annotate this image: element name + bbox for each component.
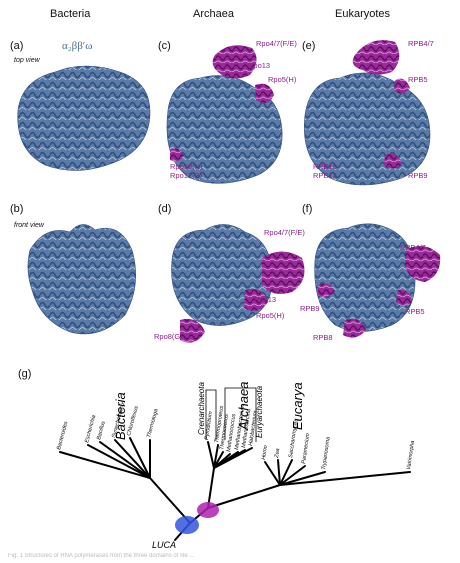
subunit-rpb8-f [343,318,366,338]
panel-label-c: (c) [158,40,171,52]
label-rpb5-top: RPB5 [408,75,428,84]
structure-a [17,65,151,171]
tree-eucarya-trunk [207,484,281,509]
label-rpb9-front: RPB9 [300,304,320,313]
subunit-rpb9-f [318,283,335,297]
phylum-euryarchaeota: Euryarchaeota [255,385,264,438]
structure-e [304,72,431,186]
label-rpo4-7-top: Rpo4/7(F/E) [256,39,297,48]
figure-caption: Fig. 1 Structures of RNA polymerases fro… [8,553,195,559]
panel-label-f: (f) [302,203,313,215]
taxon-zea: Zea [274,448,281,459]
label-rpo12-top: Rpo12(P) [170,171,203,180]
subunit-rpb4-7-e [352,40,400,75]
panel-label-a: (a) [10,40,24,52]
bacteria-subunit-label: α₂ββ′ω [62,40,93,52]
front-view-label: front view [14,222,44,229]
subunit-rpo4-7-c [212,45,257,79]
panel-label-d: (d) [158,203,172,215]
rna-polymerase-structures [17,40,441,343]
domain-eucarya: Eucarya [290,382,305,430]
column-title-archaea: Archaea [193,8,234,20]
luca-ellipse-purple [197,502,219,518]
label-rpb12-top: RPB12 [313,171,337,180]
taxon-thermotoga: Thermotoga [146,408,159,438]
label-rpo13-front: Rpo13 [254,295,277,304]
column-title-eukaryotes: Eukaryotes [335,8,391,20]
panel-label-g: (g) [18,368,32,380]
taxon-bacteroides: Bacteroides [56,421,69,451]
taxon-trypanosoma: Trypanosoma [321,437,332,471]
domain-bacteria: Bacteria [113,392,128,440]
structure-f [314,223,416,332]
panel-label-e: (e) [302,40,316,52]
subunit-rpo5-d [244,288,268,311]
subunit-rpo10-c [170,148,184,162]
domain-archaea: Archaea [236,382,251,431]
column-title-bacteria: Bacteria [50,8,91,20]
tree-bacteria-trunk [149,477,191,524]
taxon-methanococcus: Methanococcus [226,413,237,452]
structure-b [27,224,136,335]
label-rpo13-top: Rpo13 [248,61,271,70]
label-rpb4-7-front: RPB4/7 [400,243,426,252]
subunit-rpo5-c [255,83,274,104]
taxon-thermoproteus: Thermoproteus [214,405,225,443]
label-rpb10-top: RPB10 [313,162,337,171]
subunit-rpb5-e [394,78,410,94]
label-rpb8-front: RPB8 [313,333,333,342]
taxon-thermococcus: Thermococcus [219,413,230,450]
label-rpo4-7-front: Rpo4/7(F/E) [264,228,305,237]
label-rpo5-front: Rpo5(H) [256,311,285,320]
taxon-methanosarcina: Methanosarcina [241,409,252,449]
label-rpo10-top: Rpo10(N) [170,162,203,171]
label-rpo5-top: Rpo5(H) [268,75,297,84]
taxon-bacillus: Bacillus [96,420,107,440]
taxon-saccharomyces: Saccharomyces [288,418,299,458]
phylogenetic-tree: Bacteroides Escherichia Bacillus Synecho… [56,382,416,550]
subunit-rpb9-e [384,153,402,169]
subunit-rpb4-7-f [405,246,441,282]
subunit-rpo8-d [180,318,205,343]
taxon-halobacterium: Halobacterium [248,410,259,446]
phylum-crenarchaeota: Crenarchaeota [197,382,206,435]
taxon-homo: Homo [261,445,269,460]
subunit-rpb5-f [396,289,412,306]
subunit-rpo4-7-d [262,251,305,294]
taxon-vairimorpha: Vairimorpha [406,440,416,470]
panel-label-b: (b) [10,203,24,215]
taxon-pyrodictium: Pyrodictium [204,411,214,441]
luca-label: LUCA [152,540,176,550]
top-view-label: top view [14,57,40,64]
label-rpo8-front: Rpo8(G) [154,332,183,341]
taxon-chloroflexus: Chloroflexus [126,405,140,436]
structure-c [166,75,283,184]
label-rpb5-front: RPB5 [405,307,425,316]
label-rpb4-7-top: RPB4/7 [408,39,434,48]
label-rpb9-top: RPB9 [408,171,428,180]
taxon-paramecium: Paramecium [301,432,311,464]
luca-ellipse-blue [175,516,199,534]
